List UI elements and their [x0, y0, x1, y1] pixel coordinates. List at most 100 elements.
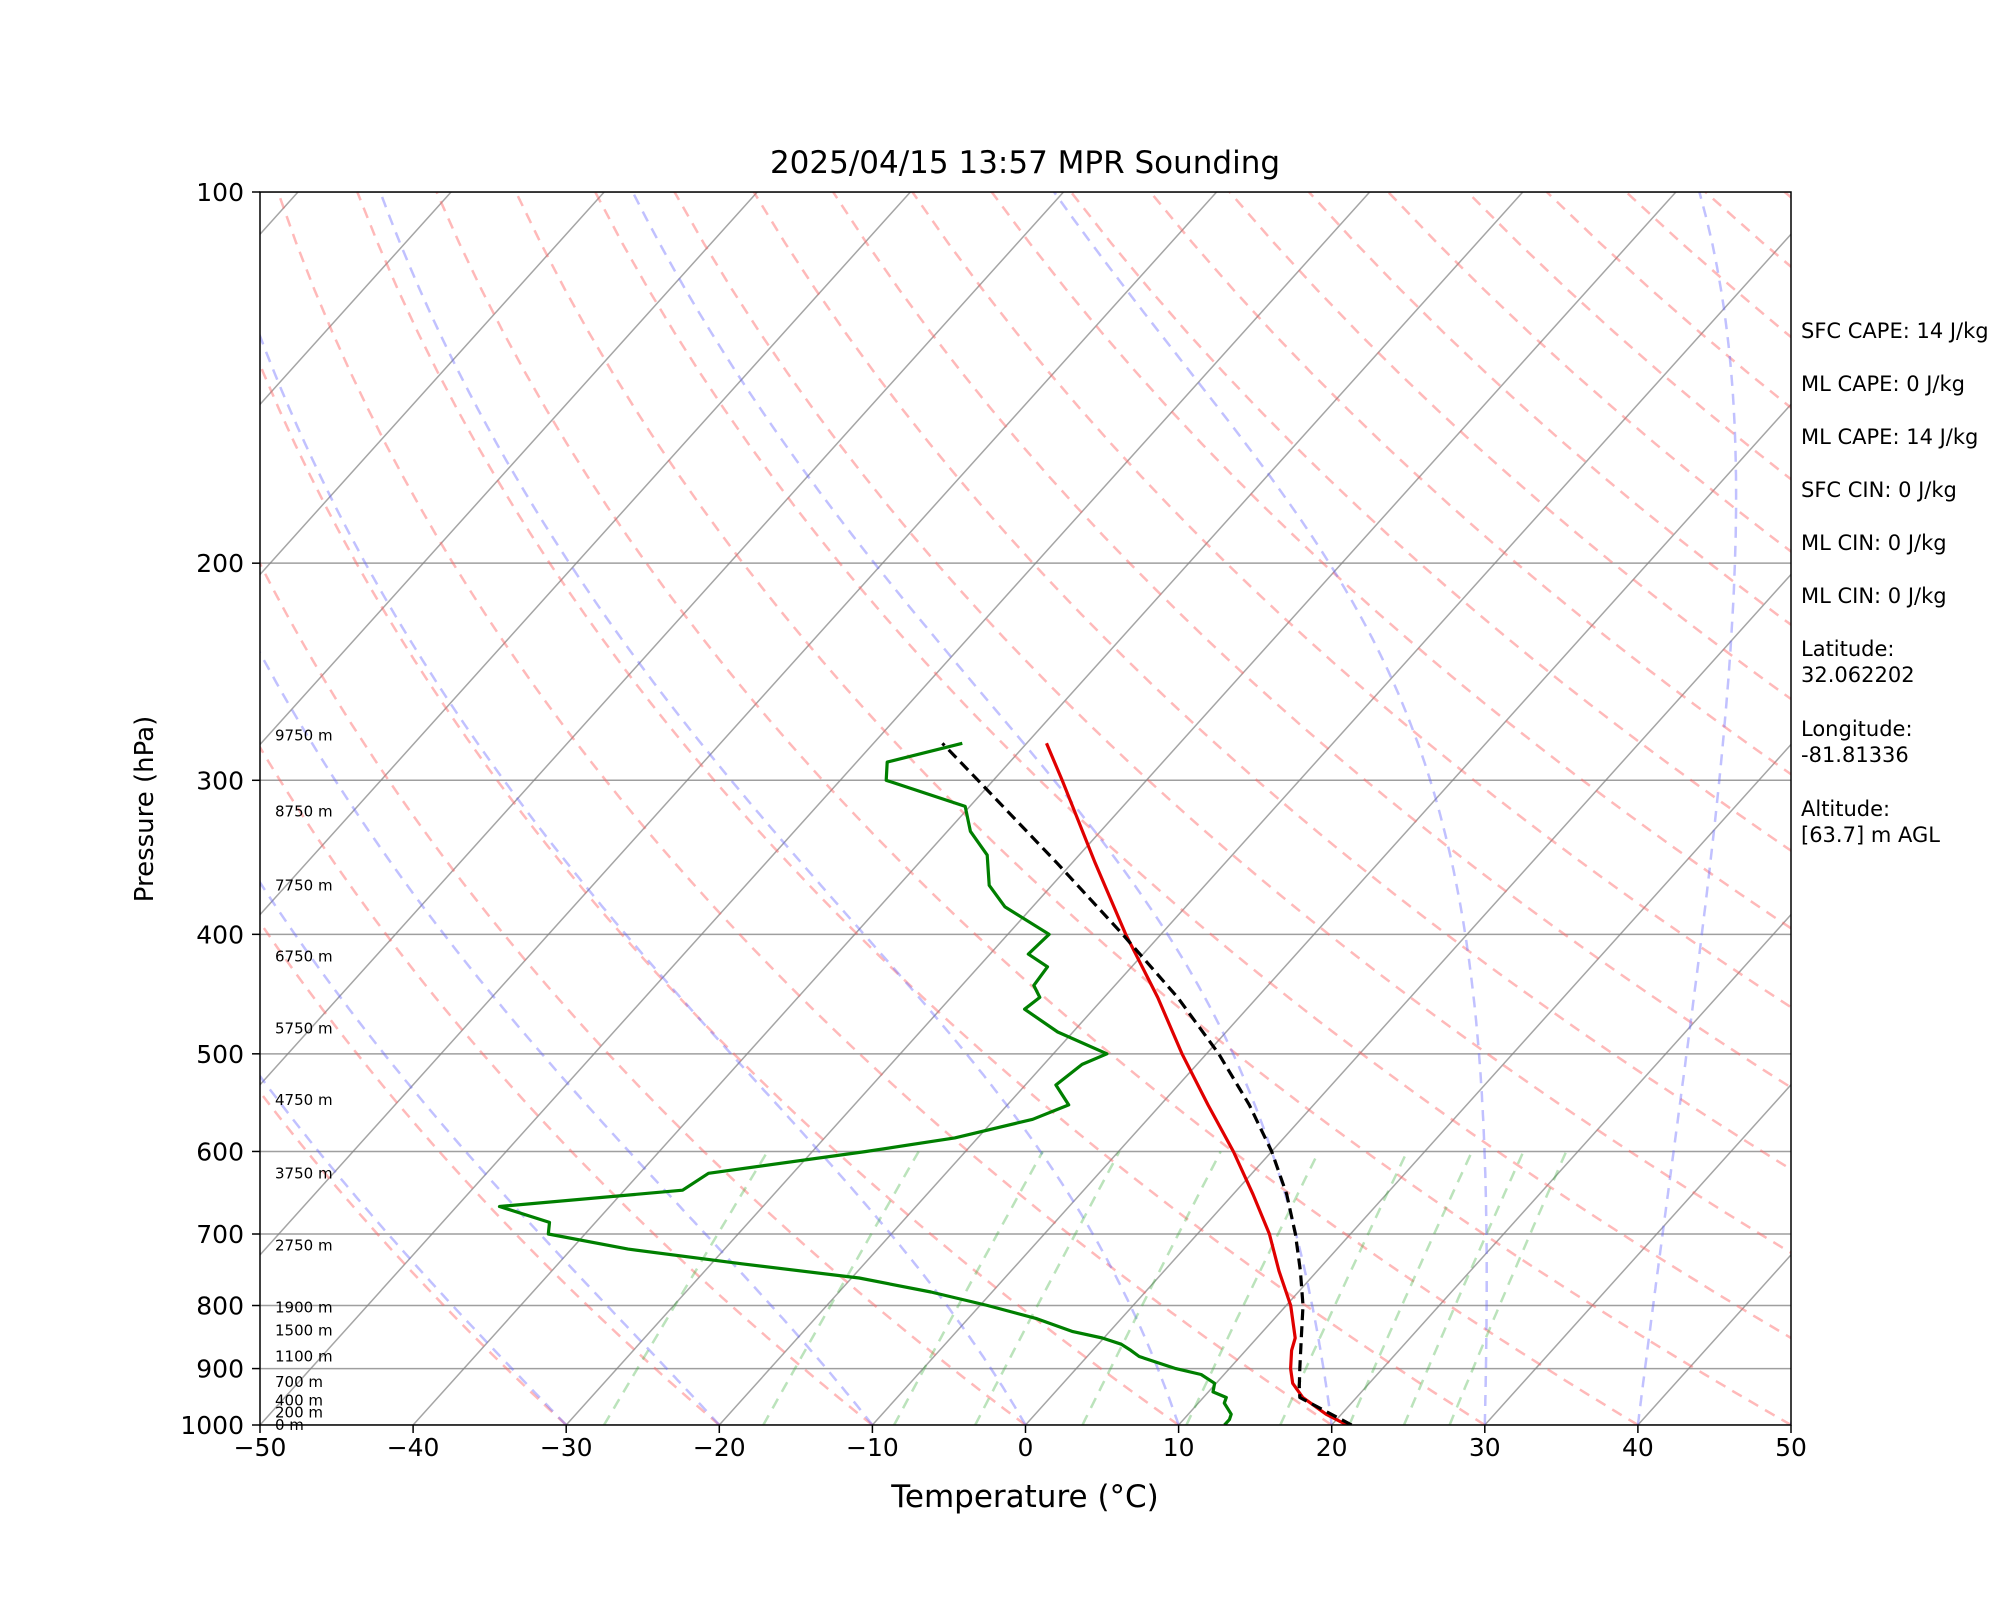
- moist-adiabat-line: [260, 1074, 568, 1425]
- dry-adiabat-line: [260, 361, 1180, 1425]
- x-tick-label: −30: [540, 1433, 593, 1462]
- y-tick-label: 600: [196, 1137, 244, 1166]
- mixing-ratio-line: [762, 1150, 920, 1425]
- parcel-profile: [941, 742, 1353, 1425]
- isotherm-line: [1484, 1083, 1791, 1425]
- height-label: 2750 m: [275, 1236, 333, 1254]
- isotherm-line: [565, 192, 1677, 1425]
- y-tick-label: 200: [196, 549, 244, 578]
- height-label: 7750 m: [275, 876, 333, 894]
- dry-adiabat-line: [1149, 192, 1791, 776]
- x-tick-label: −40: [387, 1433, 440, 1462]
- mixing-ratio-line: [1402, 1150, 1525, 1425]
- isotherm-line: [871, 403, 1791, 1425]
- height-label: 6750 m: [275, 948, 333, 966]
- stat-line: Longitude: -81.81336: [1801, 717, 1913, 767]
- x-tick-label: −50: [234, 1433, 287, 1462]
- plot-frame: [259, 191, 1792, 1426]
- stat-line: Latitude: 32.062202: [1801, 637, 1915, 687]
- isotherm-line: [260, 192, 911, 916]
- height-label: 0 m: [275, 1416, 304, 1434]
- moist-adiabat-line: [379, 192, 1180, 1425]
- isotherm-line: [1178, 743, 1791, 1425]
- moist-adiabat-line: [260, 880, 721, 1425]
- isotherm-line: [412, 192, 1524, 1425]
- y-tick-label: 900: [196, 1355, 244, 1384]
- moist-adiabat-line: [260, 650, 874, 1425]
- x-tick-label: 0: [1018, 1433, 1034, 1462]
- temperature-profile: [1045, 742, 1348, 1425]
- height-label: 3750 m: [275, 1164, 333, 1182]
- moist-adiabat-line: [1636, 192, 1738, 1425]
- dry-adiabat-line: [911, 192, 1791, 1009]
- y-tick-label: 800: [196, 1292, 244, 1321]
- dry-adiabat-line: [514, 192, 1791, 1425]
- y-tick-label: 400: [196, 920, 244, 949]
- height-label: 1900 m: [275, 1299, 333, 1317]
- isotherm-line: [260, 192, 758, 746]
- stat-line: SFC CIN: 0 J/kg: [1801, 478, 1957, 502]
- dry-adiabat-line: [260, 920, 721, 1425]
- dry-adiabat-line: [832, 192, 1791, 1089]
- sounding-profiles: [497, 741, 1353, 1425]
- dry-adiabat-line: [356, 192, 1486, 1425]
- height-label: 700 m: [275, 1373, 323, 1391]
- x-tick-label: −10: [846, 1433, 899, 1462]
- height-label: 8750 m: [275, 802, 333, 820]
- isotherm-line: [1024, 573, 1791, 1425]
- x-tick-label: 20: [1316, 1433, 1348, 1462]
- mixing-ratio-line: [1448, 1150, 1568, 1425]
- isotherm-line: [260, 192, 1371, 1425]
- isotherm-line: [718, 233, 1791, 1425]
- mixing-ratio-line: [1348, 1150, 1474, 1425]
- y-tick-label: 100: [196, 178, 244, 207]
- moist-adiabat-line: [260, 332, 1027, 1425]
- stat-line: Altitude: [63.7] m AGL: [1801, 797, 1940, 847]
- dry-adiabat-line: [260, 745, 874, 1425]
- dry-adiabat-line: [260, 560, 1027, 1425]
- stat-line: ML CAPE: 0 J/kg: [1801, 372, 1966, 396]
- height-label: 4750 m: [275, 1091, 333, 1109]
- x-axis-label: Temperature (°C): [890, 1479, 1159, 1515]
- isotherm-line: [260, 192, 605, 576]
- x-tick-label: 30: [1469, 1433, 1501, 1462]
- isotherm-line: [260, 192, 1065, 1086]
- dewpoint-profile: [497, 741, 1233, 1425]
- height-label: 5750 m: [275, 1020, 333, 1038]
- mixing-ratio-line: [1185, 1150, 1320, 1425]
- dry-adiabat-line: [276, 192, 1333, 1425]
- stat-line: ML CAPE: 14 J/kg: [1801, 425, 1979, 449]
- height-label: 200 m: [275, 1404, 323, 1422]
- isotherm-line: [260, 192, 452, 406]
- y-axis-label: Pressure (hPa): [130, 716, 160, 903]
- y-tick-label: 700: [196, 1220, 244, 1249]
- moist-adiabat-line: [631, 192, 1333, 1425]
- mixing-ratio-line: [892, 1150, 1044, 1425]
- x-tick-label: 40: [1622, 1433, 1654, 1462]
- x-tick-label: 50: [1775, 1433, 1807, 1462]
- stat-line: ML CIN: 0 J/kg: [1801, 584, 1947, 608]
- height-label: 1500 m: [275, 1321, 333, 1339]
- axes: −50 −40 −30 −20 −10 0 10 20 30 40 50 1000 900 800 700 6…: [180, 178, 1807, 1462]
- x-tick-label: 10: [1163, 1433, 1195, 1462]
- y-tick-label: 300: [196, 766, 244, 795]
- y-tick-label: 500: [196, 1040, 244, 1069]
- isotherm-line: [1331, 913, 1791, 1425]
- dry-adiabat-line: [752, 192, 1791, 1171]
- dry-adiabat-line: [435, 192, 1639, 1425]
- height-label: 1100 m: [275, 1348, 333, 1366]
- chart-title: 2025/04/15 13:57 MPR Sounding: [770, 145, 1280, 181]
- mixing-ratio-line: [602, 1150, 769, 1425]
- isotherm-line: [260, 192, 1218, 1257]
- isotherm-line: [0, 192, 145, 1425]
- background-lines: [0, 192, 1791, 1425]
- x-tick-label: −20: [693, 1433, 746, 1462]
- mixing-ratio-line: [1081, 1150, 1222, 1425]
- dry-adiabat-line: [1070, 192, 1791, 853]
- y-tick-label: 1000: [180, 1411, 244, 1440]
- stat-line: ML CIN: 0 J/kg: [1801, 531, 1947, 555]
- height-label: 9750 m: [275, 727, 333, 745]
- mixing-ratio-line: [974, 1150, 1121, 1425]
- stat-line: SFC CAPE: 14 J/kg: [1801, 319, 1989, 343]
